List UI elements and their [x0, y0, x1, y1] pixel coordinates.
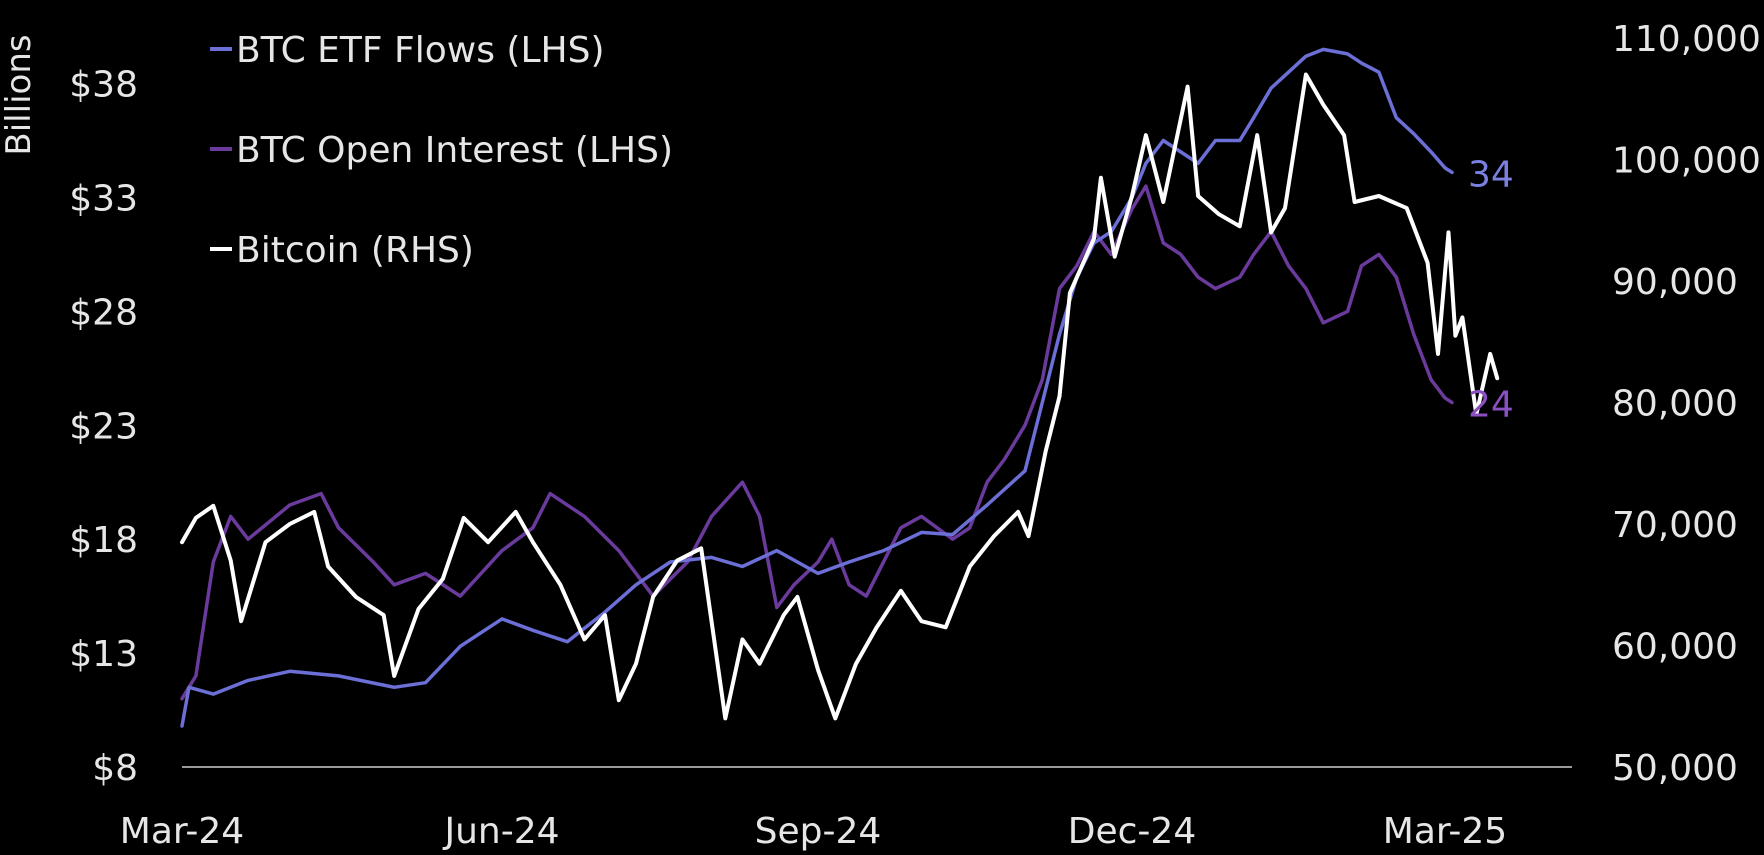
x-tick-label: Mar-25: [1383, 811, 1507, 852]
y-left-tick-label: $23: [69, 406, 138, 447]
y-left-ticks: $8 $13 $18 $23 $28 $33 $38: [69, 65, 138, 789]
x-tick-label: Mar-24: [120, 811, 244, 852]
legend-label: BTC ETF Flows (LHS): [236, 30, 605, 71]
y-left-tick-label: $38: [69, 65, 138, 106]
y-left-tick-label: $13: [69, 634, 138, 675]
x-tick-label: Dec-24: [1068, 811, 1196, 852]
y-left-tick-label: $8: [92, 748, 138, 789]
y-right-tick-label: 90,000: [1612, 262, 1738, 303]
series-layer: [180, 47, 1500, 728]
y-right-tick-label: 60,000: [1612, 627, 1738, 668]
series-line-2: [180, 72, 1500, 721]
y-right-tick-label: 110,000: [1612, 19, 1761, 60]
legend: BTC ETF Flows (LHS) BTC Open Interest (LH…: [210, 30, 673, 271]
y-left-axis-title: Billions: [0, 34, 39, 155]
x-ticks: Mar-24 Jun-24 Sep-24 Dec-24 Mar-25: [120, 811, 1507, 852]
x-tick-label: Sep-24: [755, 811, 882, 852]
legend-label: BTC Open Interest (LHS): [236, 130, 673, 171]
y-right-tick-label: 100,000: [1612, 141, 1761, 182]
end-labels: 34 24: [1468, 154, 1514, 425]
y-left-tick-label: $18: [69, 520, 138, 561]
series-line-0: [180, 47, 1454, 728]
y-left-tick-label: $33: [69, 178, 138, 219]
legend-label: Bitcoin (RHS): [236, 230, 474, 271]
series-line-1: [180, 184, 1454, 701]
series-end-label: 24: [1468, 385, 1514, 426]
y-right-ticks: 50,000 60,000 70,000 80,000 90,000 100,000 110…: [1612, 19, 1761, 789]
x-tick-label: Jun-24: [442, 811, 559, 852]
y-right-tick-label: 50,000: [1612, 748, 1738, 789]
y-right-tick-label: 70,000: [1612, 505, 1738, 546]
y-right-tick-label: 80,000: [1612, 384, 1738, 425]
series-end-label: 34: [1468, 154, 1514, 195]
y-left-tick-label: $28: [69, 292, 138, 333]
